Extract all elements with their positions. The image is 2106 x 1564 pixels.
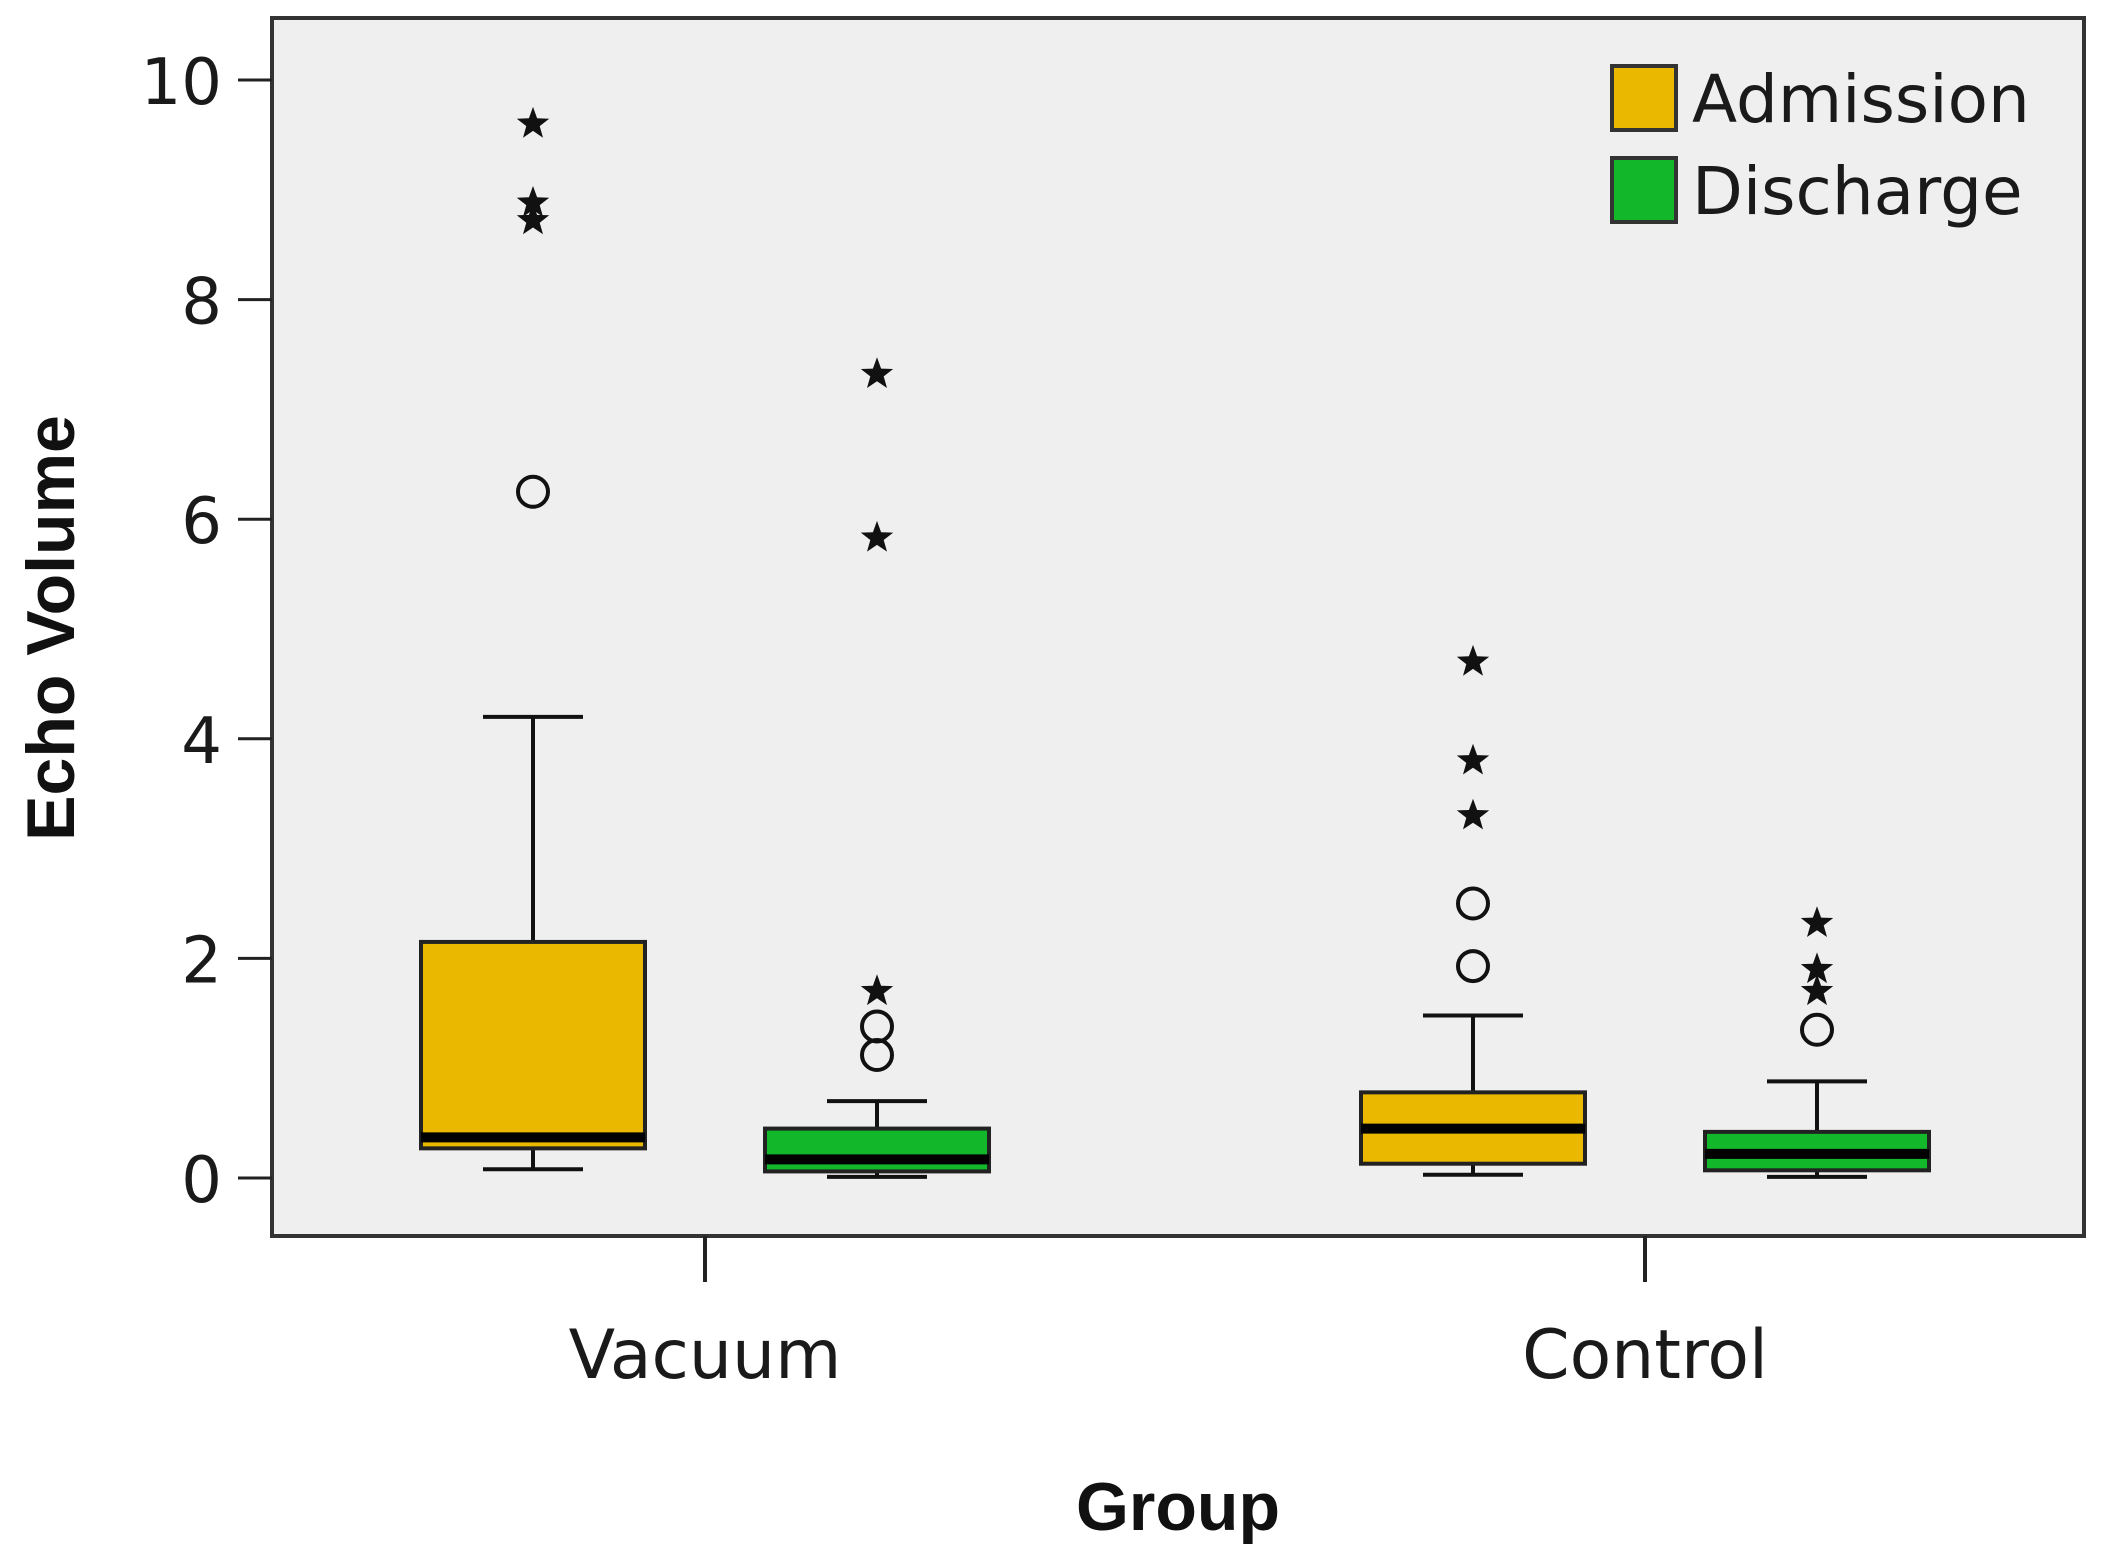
extreme-star	[1456, 798, 1490, 830]
box-discharge-vacuum	[763, 357, 991, 1179]
extreme-star	[860, 520, 894, 552]
y-tick-label: 0	[181, 1144, 222, 1218]
extreme-star	[1800, 906, 1834, 937]
extreme-star	[1456, 644, 1490, 676]
y-tick-label: 4	[181, 705, 222, 779]
y-tick-label: 6	[181, 485, 222, 559]
y-tick-label: 10	[141, 46, 222, 120]
extreme-star	[860, 974, 894, 1006]
y-axis: 0 2 4 6 8 10	[141, 46, 272, 1218]
extreme-star	[516, 203, 550, 235]
x-category-label: Control	[1522, 1316, 1768, 1395]
x-axis-title: Group	[1076, 1469, 1280, 1545]
outlier-circle	[1800, 1012, 1834, 1047]
outlier-circle	[1456, 949, 1490, 984]
box-iqr	[763, 1126, 991, 1174]
extreme-star	[860, 357, 894, 388]
legend-label: Discharge	[1692, 153, 2023, 230]
extreme-star	[516, 106, 550, 138]
outlier-circle	[860, 1038, 894, 1073]
box-iqr	[419, 939, 647, 1151]
outlier-circle	[1456, 886, 1490, 921]
box-admission-vacuum	[419, 106, 647, 1172]
x-category-label: Vacuum	[569, 1316, 842, 1395]
outlier-circle	[516, 474, 550, 509]
y-tick-label: 8	[181, 266, 222, 340]
y-axis-title: Echo Volume	[13, 415, 89, 841]
extreme-star	[1800, 952, 1834, 984]
y-tick-label: 2	[181, 924, 222, 998]
x-axis: Vacuum Control	[569, 1236, 1768, 1395]
extreme-star	[1456, 743, 1490, 775]
box-discharge-control	[1703, 906, 1931, 1179]
extreme-star	[1800, 974, 1834, 1006]
legend-swatch	[1610, 156, 1678, 224]
legend: Admission Discharge	[1610, 61, 2030, 230]
legend-swatch	[1610, 64, 1678, 132]
legend-label: Admission	[1692, 61, 2030, 138]
box-admission-control	[1359, 644, 1587, 1177]
extreme-star	[516, 186, 550, 217]
